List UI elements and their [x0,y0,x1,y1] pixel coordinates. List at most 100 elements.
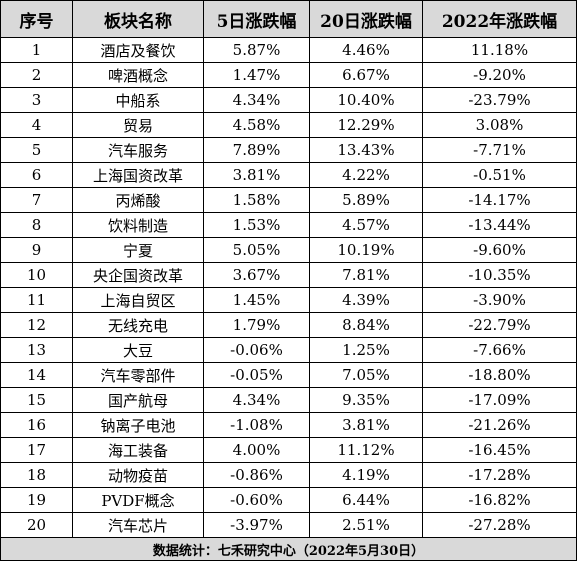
change-5day: -0.06% [203,337,310,363]
change-5day: -0.60% [203,487,310,513]
table-row: 18 动物疫苗 -0.86% 4.19% -17.28% [0,462,577,488]
table-row: 2 啤酒概念 1.47% 6.67% -9.20% [0,62,577,88]
change-5day: 3.67% [203,262,310,288]
change-5day: 1.47% [203,62,310,88]
change-20day: 10.19% [309,237,423,263]
sector-name: 大豆 [72,337,204,363]
change-20day: 7.05% [309,362,423,388]
change-20day: 4.46% [309,37,423,63]
change-5day: 4.00% [203,437,310,463]
change-2022: -14.17% [422,187,577,213]
change-2022: 3.08% [422,112,577,138]
row-index: 1 [0,37,73,63]
change-2022: -10.35% [422,262,577,288]
change-20day: 5.89% [309,187,423,213]
change-20day: 6.44% [309,487,423,513]
row-index: 20 [0,512,73,538]
table-row: 7 丙烯酸 1.58% 5.89% -14.17% [0,187,577,213]
table-row: 13 大豆 -0.06% 1.25% -7.66% [0,337,577,363]
table-row: 8 饮料制造 1.53% 4.57% -13.44% [0,212,577,238]
table-row: 12 无线充电 1.79% 8.84% -22.79% [0,312,577,338]
header-20day-change: 20日涨跌幅 [309,0,423,38]
table-row: 19 PVDF概念 -0.60% 6.44% -16.82% [0,487,577,513]
change-5day: 1.79% [203,312,310,338]
row-index: 7 [0,187,73,213]
data-source-note: 数据统计：七禾研究中心（2022年5月30日） [0,537,577,561]
table-row: 5 汽车服务 7.89% 13.43% -7.71% [0,137,577,163]
change-2022: -3.90% [422,287,577,313]
row-index: 13 [0,337,73,363]
row-index: 19 [0,487,73,513]
header-sector-name: 板块名称 [72,0,204,38]
sector-name: PVDF概念 [72,487,204,513]
sector-name: 酒店及餐饮 [72,37,204,63]
change-2022: -7.66% [422,337,577,363]
change-2022: -9.60% [422,237,577,263]
table-row: 20 汽车芯片 -3.97% 2.51% -27.28% [0,512,577,538]
change-2022: -21.26% [422,412,577,438]
change-5day: -0.05% [203,362,310,388]
change-5day: -3.97% [203,512,310,538]
sector-name: 汽车芯片 [72,512,204,538]
row-index: 6 [0,162,73,188]
header-2022-change: 2022年涨跌幅 [422,0,577,38]
change-5day: 7.89% [203,137,310,163]
sector-name: 啤酒概念 [72,62,204,88]
row-index: 9 [0,237,73,263]
change-2022: -17.28% [422,462,577,488]
change-20day: 8.84% [309,312,423,338]
sector-name: 中船系 [72,87,204,113]
change-5day: 4.34% [203,87,310,113]
row-index: 2 [0,62,73,88]
sector-name: 上海国资改革 [72,162,204,188]
change-5day: -1.08% [203,412,310,438]
row-index: 18 [0,462,73,488]
sector-name: 饮料制造 [72,212,204,238]
table-row: 11 上海自贸区 1.45% 4.39% -3.90% [0,287,577,313]
change-2022: -17.09% [422,387,577,413]
change-5day: 4.58% [203,112,310,138]
change-5day: -0.86% [203,462,310,488]
row-index: 17 [0,437,73,463]
sector-name: 国产航母 [72,387,204,413]
row-index: 8 [0,212,73,238]
sector-name: 钠离子电池 [72,412,204,438]
row-index: 3 [0,87,73,113]
change-5day: 1.45% [203,287,310,313]
table-row: 15 国产航母 4.34% 9.35% -17.09% [0,387,577,413]
change-5day: 3.81% [203,162,310,188]
sector-name: 汽车服务 [72,137,204,163]
row-index: 10 [0,262,73,288]
row-index: 15 [0,387,73,413]
sector-name: 宁夏 [72,237,204,263]
change-2022: -0.51% [422,162,577,188]
row-index: 14 [0,362,73,388]
change-20day: 7.81% [309,262,423,288]
change-2022: -9.20% [422,62,577,88]
sector-name: 动物疫苗 [72,462,204,488]
table-header: 序号 板块名称 5日涨跌幅 20日涨跌幅 2022年涨跌幅 [0,0,577,38]
table-footer: 数据统计：七禾研究中心（2022年5月30日） [0,537,577,561]
sector-name: 央企国资改革 [72,262,204,288]
change-20day: 13.43% [309,137,423,163]
change-20day: 2.51% [309,512,423,538]
row-index: 16 [0,412,73,438]
sector-name: 无线充电 [72,312,204,338]
table-row: 4 贸易 4.58% 12.29% 3.08% [0,112,577,138]
change-5day: 1.58% [203,187,310,213]
table-row: 10 央企国资改革 3.67% 7.81% -10.35% [0,262,577,288]
row-index: 12 [0,312,73,338]
change-2022: -27.28% [422,512,577,538]
table-row: 6 上海国资改革 3.81% 4.22% -0.51% [0,162,577,188]
table-body: 1 酒店及餐饮 5.87% 4.46% 11.18% 2 啤酒概念 1.47% 6.67% -9.… [0,37,577,538]
sector-name: 上海自贸区 [72,287,204,313]
change-2022: -7.71% [422,137,577,163]
change-5day: 1.53% [203,212,310,238]
change-20day: 12.29% [309,112,423,138]
sector-name: 海工装备 [72,437,204,463]
change-20day: 10.40% [309,87,423,113]
table-row: 3 中船系 4.34% 10.40% -23.79% [0,87,577,113]
change-5day: 5.05% [203,237,310,263]
table-row: 14 汽车零部件 -0.05% 7.05% -18.80% [0,362,577,388]
